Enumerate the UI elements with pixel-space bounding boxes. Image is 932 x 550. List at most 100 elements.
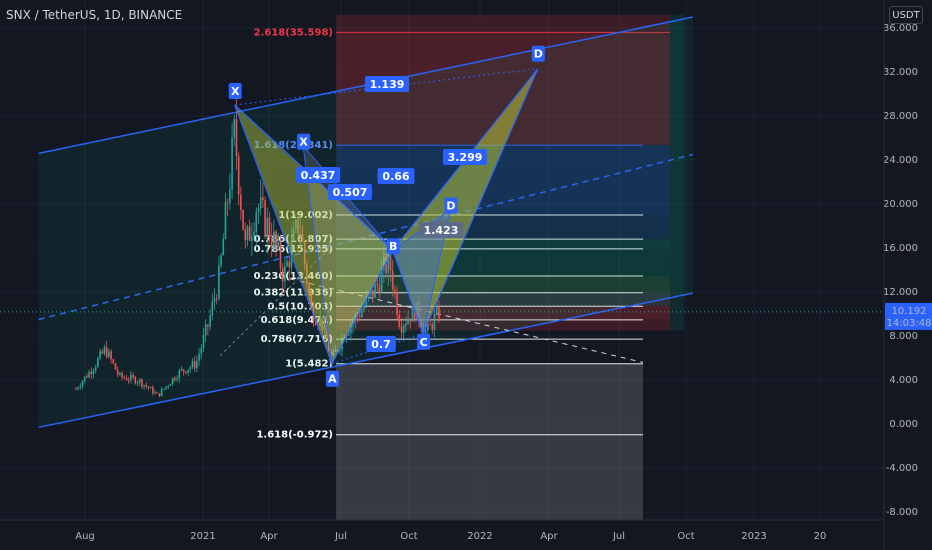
candle-body bbox=[134, 377, 137, 384]
fib-zone bbox=[336, 319, 670, 331]
candle-body bbox=[389, 248, 392, 271]
y-tick-label: 32.000 bbox=[883, 67, 918, 78]
harmonic-pattern: X A B C D X D 1.139 0.437 0.507 0.66 3.299 1.423 0.7 bbox=[228, 45, 545, 387]
y-tick-label: 4.000 bbox=[889, 375, 918, 386]
candle-body bbox=[246, 226, 249, 240]
candle-body bbox=[279, 241, 282, 269]
candle-body bbox=[400, 326, 403, 333]
candle-body bbox=[288, 261, 291, 268]
pattern-ratio: 1.423 bbox=[419, 222, 463, 238]
candle-body bbox=[99, 351, 101, 359]
candle-body bbox=[156, 392, 159, 394]
candle-body bbox=[88, 371, 90, 378]
candle-body bbox=[202, 335, 205, 348]
pattern-ratio-label: 0.66 bbox=[382, 170, 409, 183]
fib-zone bbox=[336, 14, 670, 33]
candle-body bbox=[189, 367, 192, 370]
candle-body bbox=[92, 370, 95, 375]
pattern-ratio-badge bbox=[328, 184, 372, 200]
candle-body bbox=[244, 229, 247, 240]
candle-body bbox=[127, 380, 130, 382]
candle-body bbox=[218, 265, 220, 299]
symbol-title: SNX / TetherUS, 1D, BINANCE bbox=[6, 8, 183, 22]
candle-body bbox=[380, 269, 383, 293]
last-price-badge bbox=[885, 302, 932, 330]
y-tick-label: 20.000 bbox=[883, 199, 918, 210]
candle-body bbox=[383, 257, 385, 270]
pattern-ratio-badge bbox=[419, 222, 463, 238]
x-tick-label: 2022 bbox=[467, 531, 492, 542]
candle-body bbox=[77, 387, 79, 389]
pattern-ratio-badge bbox=[365, 76, 409, 92]
pattern-point-label: C bbox=[420, 336, 428, 349]
candle-body bbox=[429, 324, 431, 326]
candle-body bbox=[213, 298, 216, 302]
candle-body bbox=[185, 371, 187, 374]
candle-body bbox=[310, 294, 313, 307]
candle-body bbox=[295, 219, 297, 229]
fib-zone bbox=[336, 214, 670, 240]
candle-body bbox=[154, 392, 156, 394]
y-tick-label: 36.000 bbox=[883, 23, 918, 34]
candle-body bbox=[275, 231, 277, 246]
y-tick-label: 8.000 bbox=[889, 331, 918, 342]
candle-body bbox=[308, 284, 310, 295]
fib-level-label: 0.5(10.703) bbox=[268, 301, 333, 312]
y-tick-label: -8.000 bbox=[886, 507, 918, 518]
currency-button[interactable]: USDT bbox=[889, 6, 923, 24]
pattern-point-badge bbox=[531, 45, 545, 62]
candle-body bbox=[374, 283, 376, 298]
projection-line bbox=[219, 247, 331, 357]
pattern-point-a: A bbox=[325, 370, 339, 387]
candle-body bbox=[242, 209, 244, 230]
candle-body bbox=[235, 119, 238, 157]
candle-body bbox=[222, 238, 225, 256]
fib-zone bbox=[336, 239, 670, 249]
candle-body bbox=[145, 385, 148, 387]
candle-body bbox=[178, 370, 181, 379]
fib-zone-edge bbox=[670, 14, 684, 331]
candle-body bbox=[149, 387, 152, 389]
pattern-point-label: D bbox=[446, 200, 455, 213]
pattern-point-x: X bbox=[228, 83, 242, 99]
candle-body bbox=[363, 305, 365, 310]
candle-body bbox=[325, 323, 328, 339]
pattern-ratio: 0.507 bbox=[328, 184, 372, 200]
candle-body bbox=[147, 386, 150, 389]
y-tick-label: 28.000 bbox=[883, 111, 918, 122]
candle-body bbox=[330, 351, 332, 356]
bar-countdown: 14:03:48 bbox=[887, 318, 932, 329]
fib-level-label: 1(19.002) bbox=[278, 210, 333, 221]
candle-body bbox=[286, 261, 288, 266]
candle-body bbox=[152, 387, 154, 394]
pattern-ratio-badge bbox=[366, 336, 396, 352]
candle-body bbox=[297, 219, 299, 234]
candle-body bbox=[174, 377, 176, 380]
candle-body bbox=[303, 241, 306, 264]
candle-body bbox=[167, 385, 170, 387]
candle-body bbox=[398, 314, 401, 327]
y-tick-label: 16.000 bbox=[883, 243, 918, 254]
x-tick-label: Apr bbox=[540, 531, 558, 542]
candle-body bbox=[143, 385, 145, 387]
candle-body bbox=[101, 351, 104, 354]
pattern-point-c: C bbox=[417, 333, 431, 350]
candle-body bbox=[121, 372, 123, 378]
pattern-point-badge bbox=[325, 370, 339, 387]
x-tick-label: Apr bbox=[260, 531, 278, 542]
x-tick-label: 2021 bbox=[190, 531, 215, 542]
pattern-xb-line bbox=[234, 104, 394, 251]
candle-body bbox=[343, 337, 346, 341]
candle-body bbox=[319, 318, 321, 327]
candle-body bbox=[108, 351, 110, 358]
candle-body bbox=[270, 238, 273, 247]
candle-body bbox=[358, 315, 361, 317]
candle-body bbox=[204, 324, 207, 336]
pattern-ratio-label: 1.423 bbox=[424, 224, 459, 237]
pattern-point-badge bbox=[228, 83, 242, 99]
candle-body bbox=[94, 366, 97, 371]
pattern-point-label: D bbox=[534, 48, 543, 61]
